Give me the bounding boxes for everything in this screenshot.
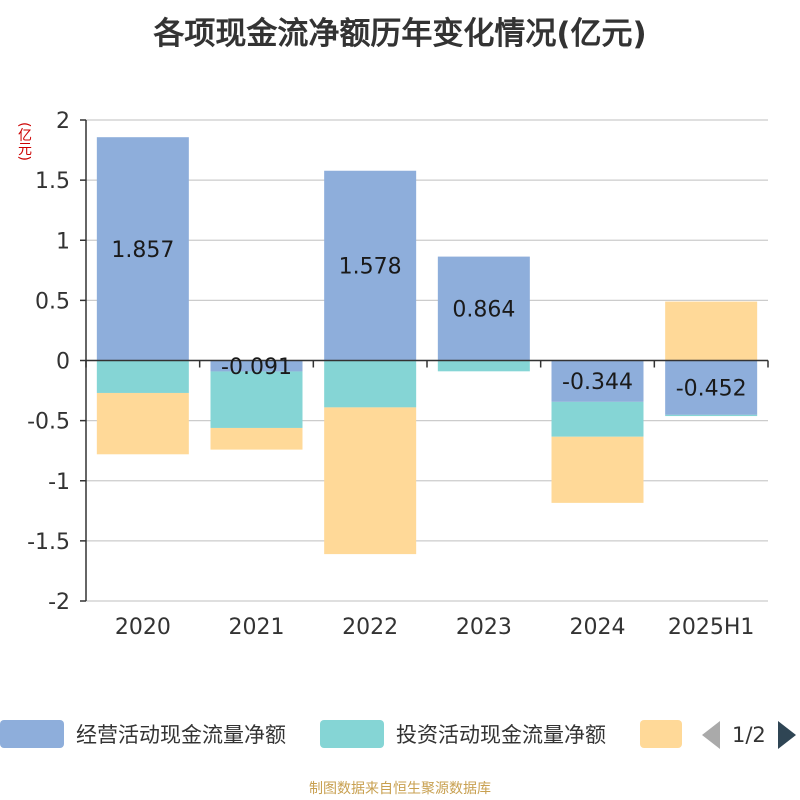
x-tick-label: 2023 bbox=[456, 615, 512, 640]
x-tick-label: 2024 bbox=[570, 615, 626, 640]
legend-item-investing[interactable]: 投资活动现金流量净额 bbox=[320, 714, 606, 754]
y-tick-label: 0 bbox=[56, 350, 70, 375]
data-label-2025H1: -0.452 bbox=[676, 377, 747, 402]
legend-swatch-operating bbox=[0, 720, 64, 748]
legend-next-page-icon[interactable] bbox=[777, 721, 796, 749]
y-tick-label: -1 bbox=[48, 470, 70, 495]
bar-2022-series-1[interactable] bbox=[324, 360, 417, 408]
y-tick-label: 1.5 bbox=[35, 169, 70, 194]
bar-2024-series-0[interactable] bbox=[551, 360, 644, 402]
bar-2022-series-0[interactable] bbox=[324, 170, 417, 361]
bar-2025H1-series-1[interactable] bbox=[665, 414, 758, 417]
legend: 经营活动现金流量净额 投资活动现金流量净额 1/2 bbox=[0, 714, 800, 754]
bar-2020-series-2[interactable] bbox=[96, 392, 189, 455]
y-tick-label: 1 bbox=[56, 229, 70, 254]
data-label-2020: 1.857 bbox=[111, 238, 174, 263]
x-tick-label: 2021 bbox=[229, 615, 285, 640]
data-labels: 1.857 -0.091 1.578 0.864 -0.344 -0.452 bbox=[111, 238, 746, 402]
y-tick-label: 0.5 bbox=[35, 289, 70, 314]
legend-prev-page-icon[interactable] bbox=[702, 721, 720, 749]
data-label-2022: 1.578 bbox=[339, 255, 402, 280]
x-tick-label: 2025H1 bbox=[668, 615, 755, 640]
legend-label-investing: 投资活动现金流量净额 bbox=[396, 723, 606, 747]
y-tick-label: -2 bbox=[48, 590, 70, 615]
x-tick-label: 2020 bbox=[115, 615, 171, 640]
x-tick-label: 2022 bbox=[342, 615, 398, 640]
legend-label-operating: 经营活动现金流量净额 bbox=[76, 723, 286, 747]
legend-item-operating[interactable]: 经营活动现金流量净额 bbox=[0, 714, 286, 754]
grid-lines bbox=[86, 119, 768, 602]
y-tick-label: 2 bbox=[56, 109, 70, 134]
bar-2022-series-2[interactable] bbox=[324, 407, 417, 555]
chart-title: 各项现金流净额历年变化情况(亿元) bbox=[153, 16, 647, 52]
legend-swatch-investing bbox=[320, 720, 384, 748]
legend-swatch-financing bbox=[640, 720, 682, 748]
bar-2021-series-2[interactable] bbox=[210, 427, 303, 450]
bar-2021-series-1[interactable] bbox=[210, 371, 303, 428]
legend-page-indicator: 1/2 bbox=[732, 723, 766, 747]
bar-2020-series-1[interactable] bbox=[96, 360, 189, 393]
bar-marks bbox=[96, 137, 758, 555]
data-label-2024: -0.344 bbox=[562, 370, 633, 395]
cash-flow-chart: 2 1.5 1 0.5 0 -0.5 -1 -1.5 -2 2020 2021 2022 2023 202… bbox=[27, 109, 769, 640]
bar-2021-series-0[interactable] bbox=[210, 360, 303, 372]
axes: 2 1.5 1 0.5 0 -0.5 -1 -1.5 -2 2020 2021 2022 2023 202… bbox=[27, 109, 769, 640]
bar-2023-series-0[interactable] bbox=[437, 256, 530, 361]
bar-2025H1-series-0[interactable] bbox=[665, 360, 758, 415]
y-tick-label: -0.5 bbox=[27, 410, 70, 435]
legend-item-financing[interactable] bbox=[640, 714, 682, 754]
bar-2023-series-1[interactable] bbox=[437, 360, 530, 372]
data-label-2021: -0.091 bbox=[221, 355, 292, 380]
data-source-note: 制图数据来自恒生聚源数据库 bbox=[309, 781, 491, 797]
bar-2024-series-1[interactable] bbox=[551, 401, 644, 437]
data-label-2023: 0.864 bbox=[452, 298, 515, 323]
bar-2020-series-0[interactable] bbox=[96, 137, 189, 361]
bar-2024-series-2[interactable] bbox=[551, 436, 644, 503]
y-tick-label: -1.5 bbox=[27, 530, 70, 555]
bar-2025H1-series-2[interactable] bbox=[665, 301, 758, 361]
y-axis-unit: (亿元) bbox=[16, 122, 32, 161]
legend-pager: 1/2 bbox=[702, 720, 796, 750]
